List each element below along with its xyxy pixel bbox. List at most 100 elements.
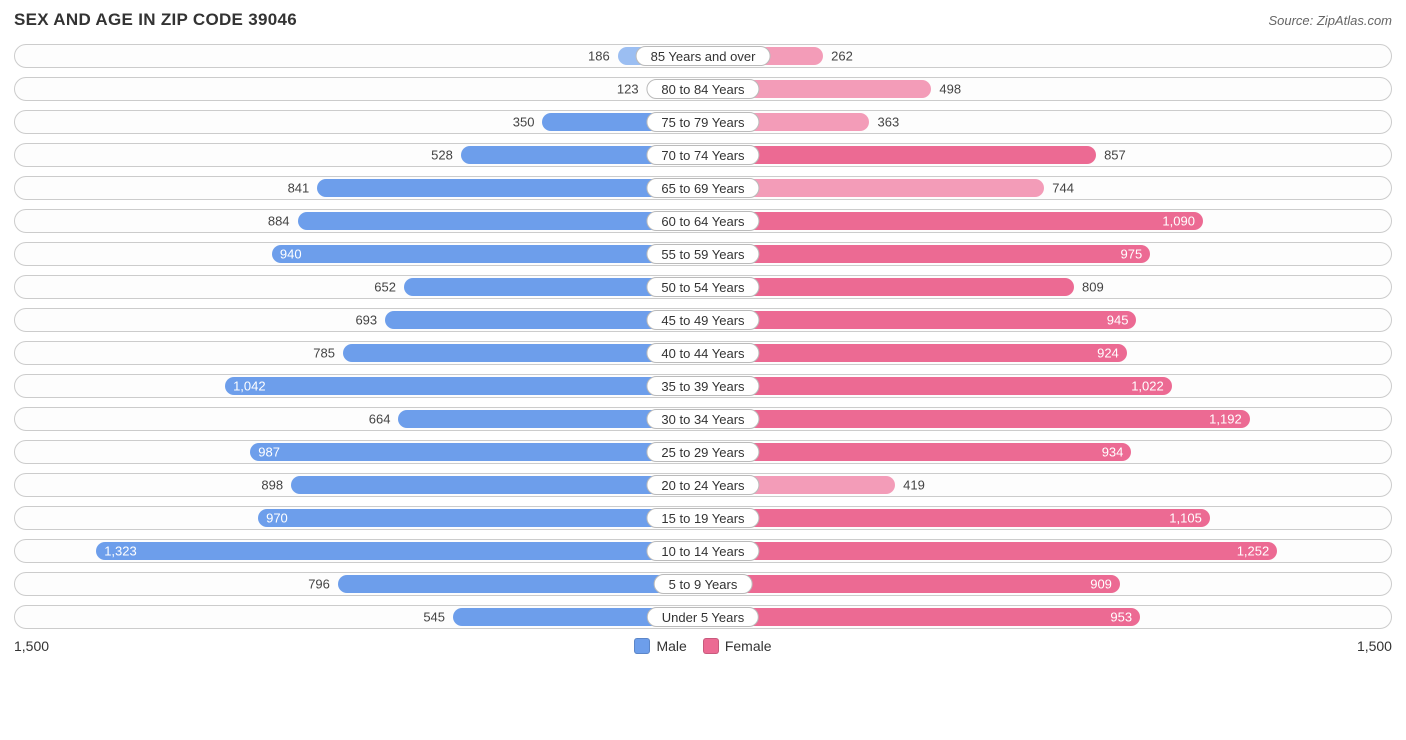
female-value-label: 1,022 [1131, 379, 1164, 394]
female-value-label: 1,105 [1169, 511, 1202, 526]
female-bar: 975 [703, 245, 1150, 263]
male-value-label: 970 [266, 511, 288, 526]
male-bar: 940 [272, 245, 703, 263]
female-bar: 1,252 [703, 542, 1277, 560]
chart-footer: 1,500 Male Female 1,500 [14, 638, 1392, 654]
category-label: 85 Years and over [636, 46, 771, 66]
female-value-label: 363 [877, 115, 899, 130]
chart-row: 528 857 70 to 74 Years [14, 143, 1392, 167]
category-label: 45 to 49 Years [646, 310, 759, 330]
male-value-label: 785 [313, 346, 335, 361]
category-label: 20 to 24 Years [646, 475, 759, 495]
male-value-label: 545 [423, 610, 445, 625]
category-label: 80 to 84 Years [646, 79, 759, 99]
male-value-label: 1,042 [233, 379, 266, 394]
chart-row: 9701,10515 to 19 Years [14, 506, 1392, 530]
male-value-label: 898 [261, 478, 283, 493]
category-label: 50 to 54 Years [646, 277, 759, 297]
female-value-label: 953 [1110, 610, 1132, 625]
legend-item-male: Male [634, 638, 686, 654]
male-bar: 987 [250, 443, 703, 461]
male-value-label: 652 [374, 280, 396, 295]
chart-row: 1,323 1,252 10 to 14 Years [14, 539, 1392, 563]
category-label: 75 to 79 Years [646, 112, 759, 132]
female-value-label: 934 [1102, 445, 1124, 460]
male-bar: 1,323 [96, 542, 703, 560]
male-value-label: 693 [355, 313, 377, 328]
female-bar: 924 [703, 344, 1127, 362]
male-value-label: 987 [258, 445, 280, 460]
chart-row: 123 498 80 to 84 Years [14, 77, 1392, 101]
female-bar: 1,090 [703, 212, 1203, 230]
male-value-label: 884 [268, 214, 290, 229]
axis-label-right: 1,500 [1357, 638, 1392, 654]
chart-row: 898 419 20 to 24 Years [14, 473, 1392, 497]
chart-row: 693 945 45 to 49 Years [14, 308, 1392, 332]
male-bar [291, 476, 703, 494]
category-label: 65 to 69 Years [646, 178, 759, 198]
chart-row: 652 809 50 to 54 Years [14, 275, 1392, 299]
legend-swatch-male [634, 638, 650, 654]
female-value-label: 924 [1097, 346, 1119, 361]
chart-row: 785 924 40 to 44 Years [14, 341, 1392, 365]
female-value-label: 809 [1082, 280, 1104, 295]
male-value-label: 350 [513, 115, 535, 130]
axis-label-left: 1,500 [14, 638, 49, 654]
chart-title: SEX AND AGE IN ZIP CODE 39046 [14, 10, 297, 30]
female-bar: 1,192 [703, 410, 1250, 428]
category-label: 70 to 74 Years [646, 145, 759, 165]
category-label: 55 to 59 Years [646, 244, 759, 264]
category-label: 5 to 9 Years [654, 574, 753, 594]
female-value-label: 498 [939, 82, 961, 97]
female-bar: 1,105 [703, 509, 1210, 527]
male-value-label: 1,323 [104, 544, 137, 559]
male-bar: 970 [258, 509, 703, 527]
chart-row: 664 1,192 30 to 34 Years [14, 407, 1392, 431]
chart-legend: Male Female [634, 638, 771, 654]
category-label: 30 to 34 Years [646, 409, 759, 429]
male-value-label: 796 [308, 577, 330, 592]
male-value-label: 940 [280, 247, 302, 262]
female-bar: 953 [703, 608, 1140, 626]
male-bar: 1,042 [225, 377, 703, 395]
female-value-label: 857 [1104, 148, 1126, 163]
chart-header: SEX AND AGE IN ZIP CODE 39046 Source: Zi… [14, 10, 1392, 30]
female-value-label: 419 [903, 478, 925, 493]
male-value-label: 186 [588, 49, 610, 64]
male-value-label: 528 [431, 148, 453, 163]
female-bar: 934 [703, 443, 1131, 461]
male-bar [338, 575, 703, 593]
category-label: 10 to 14 Years [646, 541, 759, 561]
male-bar [298, 212, 703, 230]
population-pyramid-chart: 186 262 85 Years and over 123 498 80 to 84 Ye… [14, 44, 1392, 629]
chart-row: 350 363 75 to 79 Years [14, 110, 1392, 134]
female-value-label: 744 [1052, 181, 1074, 196]
female-bar [703, 146, 1096, 164]
chart-row: 796 9095 to 9 Years [14, 572, 1392, 596]
male-value-label: 123 [617, 82, 639, 97]
category-label: 35 to 39 Years [646, 376, 759, 396]
chart-row: 884 1,090 60 to 64 Years [14, 209, 1392, 233]
female-value-label: 1,252 [1237, 544, 1270, 559]
male-bar [317, 179, 703, 197]
chart-row: 186 262 85 Years and over [14, 44, 1392, 68]
legend-swatch-female [703, 638, 719, 654]
chart-row: 1,042 1,022 35 to 39 Years [14, 374, 1392, 398]
female-bar: 909 [703, 575, 1120, 593]
category-label: 60 to 64 Years [646, 211, 759, 231]
category-label: 25 to 29 Years [646, 442, 759, 462]
category-label: Under 5 Years [647, 607, 759, 627]
male-value-label: 664 [369, 412, 391, 427]
chart-row: 545 953 Under 5 Years [14, 605, 1392, 629]
category-label: 40 to 44 Years [646, 343, 759, 363]
legend-item-female: Female [703, 638, 772, 654]
female-value-label: 945 [1107, 313, 1129, 328]
female-value-label: 262 [831, 49, 853, 64]
female-value-label: 1,090 [1162, 214, 1195, 229]
chart-row: 84174465 to 69 Years [14, 176, 1392, 200]
chart-source: Source: ZipAtlas.com [1268, 13, 1392, 28]
female-value-label: 1,192 [1209, 412, 1242, 427]
female-bar: 945 [703, 311, 1136, 329]
female-bar: 1,022 [703, 377, 1172, 395]
legend-label-male: Male [656, 638, 686, 654]
